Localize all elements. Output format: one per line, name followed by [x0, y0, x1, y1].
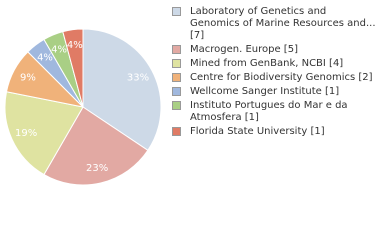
legend-item: Laboratory of Genetics and Genomics of M…	[172, 6, 376, 42]
legend-item: Mined from GenBank, NCBI [4]	[172, 58, 376, 70]
slice-label: 19%	[15, 128, 37, 139]
slice-label: 23%	[86, 163, 108, 174]
legend-swatch	[172, 7, 181, 16]
slice-label: 4%	[37, 52, 53, 63]
legend-item: Centre for Biodiversity Genomics [2]	[172, 72, 376, 84]
pie-slice	[62, 28, 84, 108]
legend-item: Wellcome Sanger Institute [1]	[172, 86, 376, 98]
pie-slice	[4, 91, 84, 176]
legend-swatch	[172, 59, 181, 68]
legend-swatch	[172, 101, 181, 110]
legend-swatch	[172, 45, 181, 54]
legend-label: Florida State University [1]	[190, 126, 325, 137]
legend-item: Florida State University [1]	[172, 126, 376, 138]
slice-label: 4%	[67, 40, 83, 51]
legend-label: Mined from GenBank, NCBI [4]	[190, 58, 344, 69]
legend: Laboratory of Genetics and Genomics of M…	[172, 6, 376, 140]
legend-swatch	[172, 87, 181, 96]
legend-label: Wellcome Sanger Institute [1]	[190, 86, 340, 97]
legend-swatch	[172, 73, 181, 82]
legend-item: Instituto Portugues do Mar e da Atmosfer…	[172, 100, 376, 124]
legend-item: Macrogen. Europe [5]	[172, 44, 376, 56]
legend-label: Instituto Portugues do Mar e da Atmosfer…	[190, 100, 348, 123]
legend-label: Laboratory of Genetics and Genomics of M…	[190, 6, 376, 41]
pie-chart: 33%23%19%9%4%4% 4%	[4, 28, 162, 186]
slice-label: 4%	[51, 44, 67, 55]
legend-label: Macrogen. Europe [5]	[190, 44, 298, 55]
legend-label: Centre for Biodiversity Genomics [2]	[190, 72, 373, 83]
slice-label: 33%	[127, 73, 149, 84]
slice-label: 9%	[20, 73, 36, 84]
legend-swatch	[172, 127, 181, 136]
pie-slice	[43, 106, 149, 186]
